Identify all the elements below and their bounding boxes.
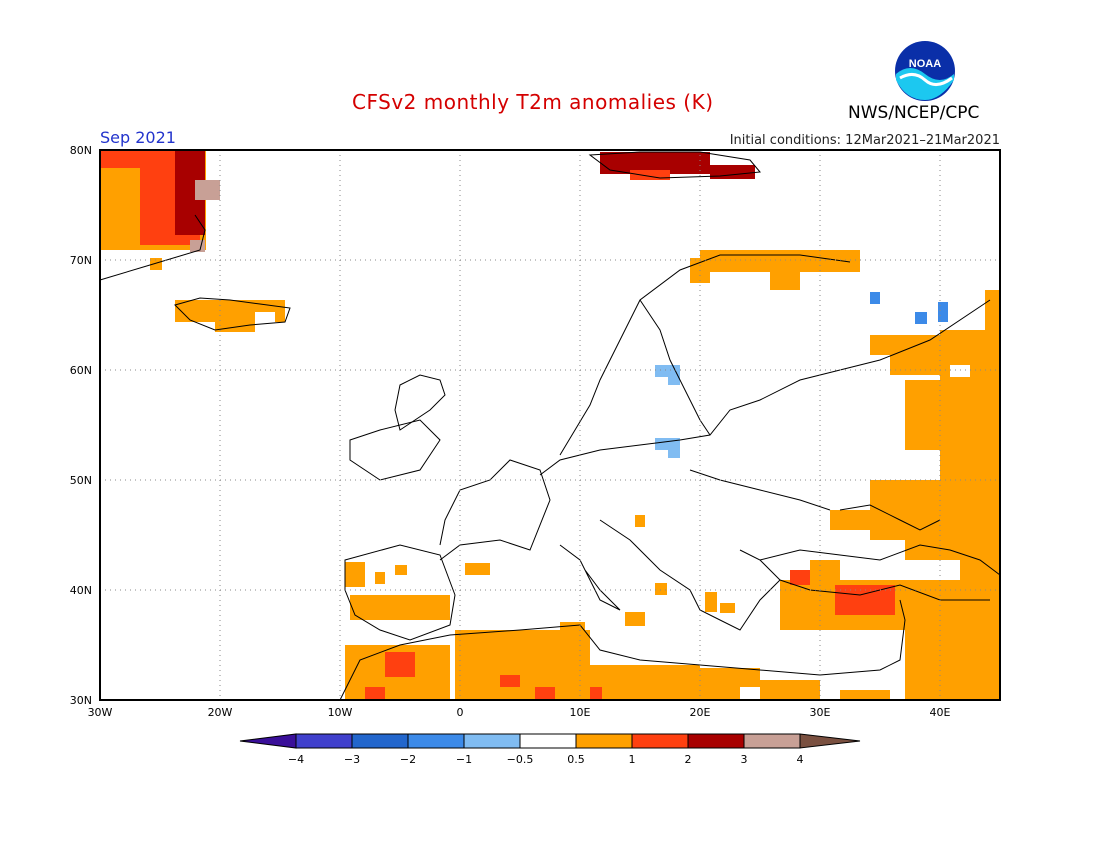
map-frame <box>99 149 1001 701</box>
colorbar-label: 0.5 <box>567 753 585 766</box>
coastlines <box>99 151 1001 701</box>
colorbar-label: −4 <box>288 753 304 766</box>
colorbar-cell <box>351 733 409 749</box>
colorbar-cell <box>575 733 633 749</box>
colorbar-label: −0.5 <box>507 753 534 766</box>
colorbar-label: −1 <box>456 753 472 766</box>
colorbar-cell <box>743 733 801 749</box>
lon-label: 40E <box>930 706 951 719</box>
lat-label: 70N <box>70 254 92 267</box>
lat-label: 30N <box>70 694 92 707</box>
colorbar <box>239 733 861 749</box>
colorbar-cell <box>519 733 577 749</box>
colorbar-label: −2 <box>400 753 416 766</box>
colorbar-label: 1 <box>629 753 636 766</box>
lon-labels: 30W 20W 10W 0 10E 20E 30E 40E <box>88 706 951 719</box>
colorbar-label: −3 <box>344 753 360 766</box>
lat-label: 50N <box>70 474 92 487</box>
colorbar-label: 4 <box>797 753 804 766</box>
lon-label: 30E <box>810 706 831 719</box>
lon-label: 20W <box>208 706 233 719</box>
agency-label: NWS/NCEP/CPC <box>848 103 980 123</box>
lon-label: 10W <box>328 706 353 719</box>
forecast-period: Sep 2021 <box>100 128 176 147</box>
colorbar-cell <box>295 733 353 749</box>
colorbar-label: 2 <box>685 753 692 766</box>
colorbar-cell <box>687 733 745 749</box>
colorbar-cell <box>407 733 465 749</box>
lon-label: 10E <box>570 706 591 719</box>
colorbar-labels: −4 −3 −2 −1 −0.5 0.5 1 2 3 4 <box>288 753 804 766</box>
initial-conditions: Initial conditions: 12Mar2021–21Mar2021 <box>729 133 1000 148</box>
colorbar-cell <box>631 733 689 749</box>
lon-label: 30W <box>88 706 113 719</box>
grid-lines <box>100 150 1000 700</box>
lon-label: 20E <box>690 706 711 719</box>
colorbar-cell <box>463 733 521 749</box>
map-title: CFSv2 monthly T2m anomalies (K) <box>352 90 714 114</box>
lat-label: 80N <box>70 144 92 157</box>
lat-labels: 80N 70N 60N 50N 40N 30N <box>70 144 92 707</box>
lat-label: 60N <box>70 364 92 377</box>
lon-label: 0 <box>457 706 464 719</box>
lat-label: 40N <box>70 584 92 597</box>
colorbar-label: 3 <box>741 753 748 766</box>
logo-text: NOAA <box>909 58 941 70</box>
noaa-logo: NOAA <box>895 41 955 101</box>
colorbar-arrow-low <box>239 733 297 749</box>
anomaly-fill <box>100 150 1000 700</box>
colorbar-arrow-high <box>799 733 861 749</box>
